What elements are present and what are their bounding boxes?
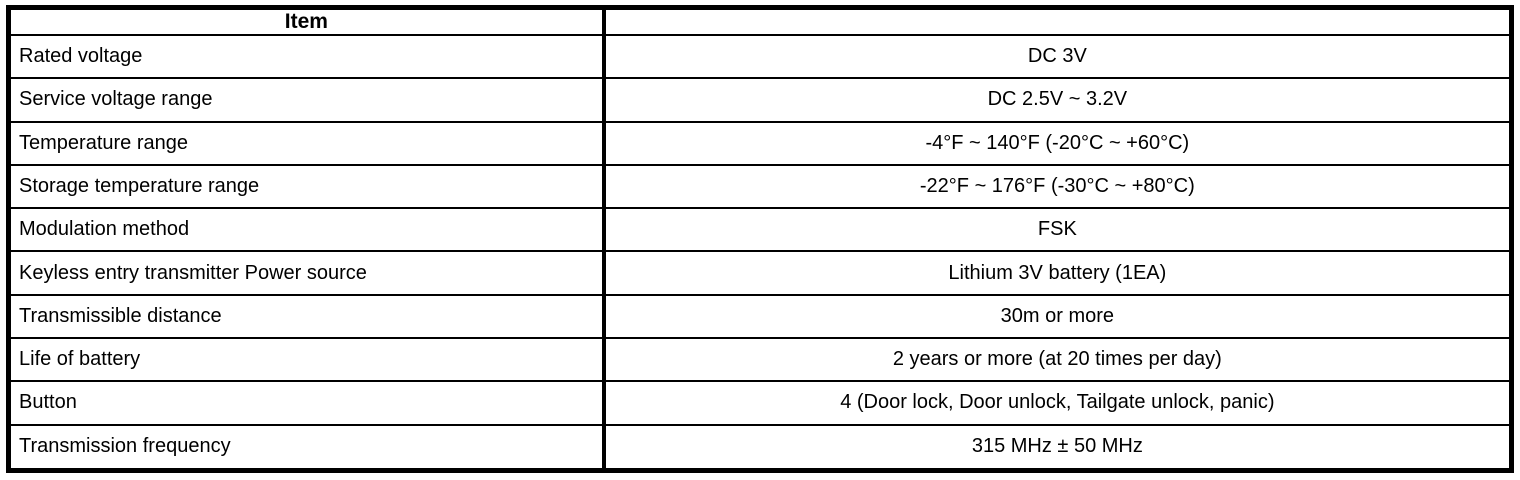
column-header-value	[601, 6, 1512, 36]
value-cell: DC 3V	[601, 33, 1512, 80]
column-header-item: Item	[8, 6, 604, 36]
table-row: Keyless entry transmitter Power source Li…	[8, 250, 1512, 296]
table-body: Rated voltage DC 3V Service voltage range D…	[8, 33, 1512, 472]
item-cell: Modulation method	[8, 207, 604, 253]
value-cell: Lithium 3V battery (1EA)	[601, 250, 1512, 296]
table-row: Button 4 (Door lock, Door unlock, Tailgat…	[8, 380, 1512, 426]
value-cell: DC 2.5V ~ 3.2V	[601, 77, 1512, 123]
table-row: Service voltage range DC 2.5V ~ 3.2V	[8, 77, 1512, 123]
value-cell: -22°F ~ 176°F (-30°C ~ +80°C)	[601, 163, 1512, 210]
item-cell: Life of battery	[8, 336, 604, 383]
value-cell: FSK	[601, 207, 1512, 253]
item-cell: Service voltage range	[8, 77, 604, 123]
item-cell: Keyless entry transmitter Power source	[8, 250, 604, 296]
item-cell: Temperature range	[8, 120, 604, 166]
table-row: Transmissible distance 30m or more	[8, 293, 1512, 339]
header-row: Item	[8, 6, 1512, 36]
item-cell: Transmissible distance	[8, 293, 604, 339]
value-cell: 30m or more	[601, 293, 1512, 339]
table-row: Temperature range -4°F ~ 140°F (-20°C ~ +…	[8, 120, 1512, 166]
value-cell: 2 years or more (at 20 times per day)	[601, 336, 1512, 383]
item-cell: Rated voltage	[8, 33, 604, 80]
item-cell: Transmission frequency	[8, 423, 604, 472]
item-cell: Storage temperature range	[8, 163, 604, 210]
item-cell: Button	[8, 380, 604, 426]
value-cell: -4°F ~ 140°F (-20°C ~ +60°C)	[601, 120, 1512, 166]
table-row: Life of battery 2 years or more (at 20 ti…	[8, 336, 1512, 383]
value-cell: 315 MHz ± 50 MHz	[601, 423, 1512, 472]
value-cell: 4 (Door lock, Door unlock, Tailgate unlo…	[601, 380, 1512, 426]
table-row: Storage temperature range -22°F ~ 176°F (…	[8, 163, 1512, 210]
table-row: Rated voltage DC 3V	[8, 33, 1512, 80]
table-row: Transmission frequency 315 MHz ± 50 MHz	[8, 423, 1512, 472]
transmitter-specifications-table: Item Rated voltage DC 3V Service voltage r…	[6, 5, 1514, 473]
table-row: Modulation method FSK	[8, 207, 1512, 253]
